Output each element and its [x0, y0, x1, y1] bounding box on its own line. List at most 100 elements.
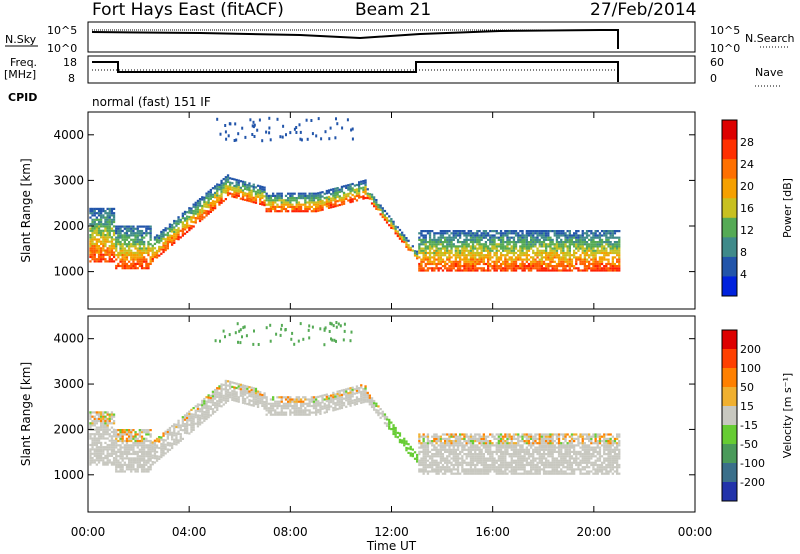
range-gate-cell: [233, 178, 236, 181]
range-gate-cell: [448, 442, 451, 445]
range-gate-cell: [97, 251, 101, 254]
range-gate-cell: [203, 203, 206, 206]
colorbar-swatch: [722, 139, 737, 160]
range-gate-cell: [613, 247, 617, 250]
range-gate-cell: [437, 260, 440, 263]
range-gate-cell: [289, 199, 292, 202]
range-gate-cell: [519, 446, 522, 449]
range-gate-cell: [461, 243, 464, 246]
range-gate-cell: [104, 236, 107, 239]
range-gate-cell: [392, 424, 395, 427]
range-gate-cell: [581, 269, 584, 272]
range-gate-cell: [392, 432, 395, 436]
range-gate-cell: [459, 444, 462, 447]
range-gate-cell: [454, 258, 457, 261]
range-gate-cell: [332, 194, 335, 197]
range-gate-cell: [102, 452, 105, 455]
range-gate-cell: [478, 230, 481, 233]
range-gate-cell: [102, 422, 105, 425]
range-gate-cell: [459, 472, 462, 475]
range-gate-cell: [158, 241, 161, 244]
range-gate-cell: [214, 185, 217, 188]
range-gate-cell: [323, 203, 326, 206]
range-gate-cell: [259, 393, 262, 396]
range-gate-cell: [134, 240, 137, 244]
range-gate-cell: [121, 225, 124, 228]
range-gate-cell: [456, 442, 460, 445]
range-gate-cell: [224, 180, 227, 183]
range-gate-cell: [448, 435, 451, 438]
range-gate-cell: [233, 193, 236, 196]
range-gate-cell: [510, 232, 513, 235]
range-gate-cell: [196, 409, 200, 413]
range-gate-cell: [110, 443, 114, 447]
range-gate-cell: [439, 461, 442, 464]
range-gate-cell: [474, 472, 477, 475]
range-gate-cell: [403, 439, 406, 443]
range-gate-cell: [89, 212, 92, 215]
range-gate-cell: [164, 233, 167, 236]
range-gate-cell: [428, 238, 432, 241]
range-gate-cell: [536, 254, 539, 257]
range-gate-cell: [166, 242, 169, 245]
range-gate-cell: [299, 402, 303, 405]
range-gate-cell: [351, 189, 354, 192]
range-gate-cell: [555, 238, 559, 241]
range-gate-cell: [456, 238, 460, 241]
range-gate-cell: [136, 258, 139, 261]
range-gate-cell: [299, 409, 303, 412]
range-gate-cell: [467, 470, 470, 473]
range-gate-cell: [607, 243, 610, 246]
range-gate-cell: [450, 245, 453, 248]
range-gate-cell: [112, 463, 116, 466]
range-gate-cell: [461, 450, 464, 453]
range-gate-cell: [489, 455, 492, 458]
range-gate-cell: [123, 234, 126, 237]
range-gate-cell: [542, 267, 546, 270]
range-gate-cell: [284, 201, 288, 204]
range-gate-cell: [583, 243, 586, 246]
range-gate-cell: [446, 442, 449, 445]
range-gate-cell: [521, 241, 524, 244]
range-gate-cell: [190, 413, 193, 416]
range-gate-cell: [132, 225, 135, 228]
range-gate-cell: [186, 222, 189, 225]
range-gate-cell: [616, 251, 619, 255]
range-gate-cell: [370, 202, 374, 205]
range-gate-cell: [140, 444, 144, 447]
range-gate-cell: [110, 247, 114, 250]
range-gate-cell: [106, 247, 109, 250]
range-gate-cell: [607, 267, 610, 270]
range-gate-cell: [121, 234, 124, 237]
range-gate-cell: [151, 450, 154, 453]
range-gate-cell: [534, 254, 537, 257]
range-gate-cell: [155, 455, 159, 458]
range-gate-cell: [607, 241, 610, 244]
range-gate-cell: [196, 202, 200, 205]
range-gate-cell: [517, 457, 520, 460]
range-gate-cell: [437, 243, 440, 246]
range-gate-cell: [321, 202, 324, 205]
range-gate-cell: [132, 229, 135, 233]
range-gate-cell: [171, 444, 174, 447]
range-gate-cell: [495, 444, 498, 447]
range-gate-cell: [132, 238, 135, 241]
range-gate-cell: [478, 468, 481, 471]
range-gate-cell: [201, 215, 204, 219]
range-gate-cell: [452, 234, 455, 237]
range-gate-cell: [224, 176, 227, 179]
range-gate-cell: [510, 262, 513, 266]
range-gate-cell: [173, 429, 176, 433]
range-gate-cell: [461, 468, 464, 471]
range-gate-cell: [547, 236, 550, 239]
range-gate-cell: [465, 461, 468, 464]
range-gate-cell: [474, 448, 477, 451]
range-gate-cell: [89, 443, 92, 447]
range-gate-cell: [549, 254, 552, 257]
range-gate-cell: [321, 401, 324, 404]
range-gate-cell: [183, 210, 187, 213]
range-gate-cell: [514, 262, 518, 266]
range-gate-cell: [463, 265, 466, 268]
range-gate-cell: [130, 429, 133, 432]
range-gate-cell: [523, 238, 526, 241]
